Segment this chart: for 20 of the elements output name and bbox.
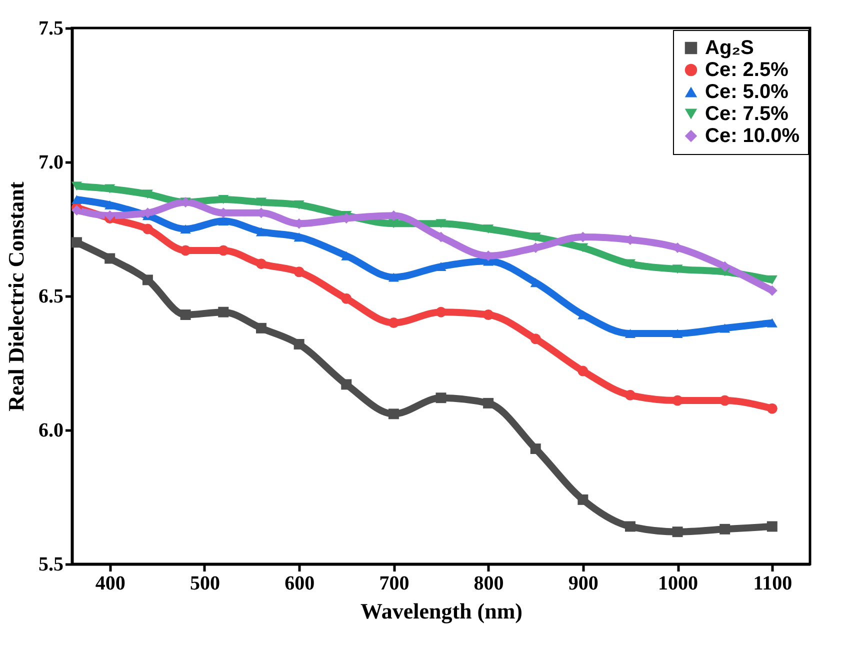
y-axis-title: Real Dielectric Constant [4,180,28,412]
x-tick-label: 600 [284,572,315,594]
x-tick-label: 1100 [753,572,792,594]
x-axis-title: Wavelength (nm) [360,598,522,624]
legend-label: Ce: 2.5% [705,59,789,81]
y-tick-label: 5.5 [38,554,64,576]
y-tick-label: 6.0 [38,420,64,442]
x-tick-label: 400 [95,572,126,594]
x-tick-label: 700 [379,572,410,594]
y-tick-label: 6.5 [38,286,64,308]
legend-label: Ce: 5.0% [705,81,789,103]
y-tick-label: 7.5 [38,18,64,40]
y-tick-label: 7.0 [38,152,64,174]
legend-label: Ag₂S [705,37,754,59]
x-tick-label: 500 [190,572,220,594]
x-tick-label: 1000 [658,572,698,594]
x-tick-label: 900 [568,572,598,594]
legend-label: Ce: 10.0% [705,125,800,147]
x-tick-label: 800 [474,572,504,594]
legend-label: Ce: 7.5% [705,103,789,125]
